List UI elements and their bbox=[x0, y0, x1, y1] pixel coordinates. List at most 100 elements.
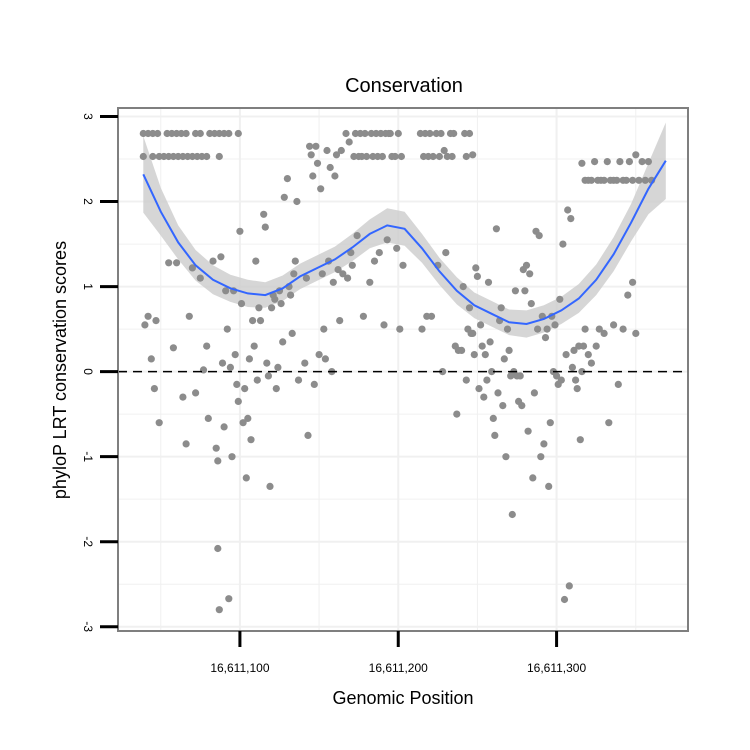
data-point bbox=[212, 444, 220, 452]
data-point bbox=[209, 257, 217, 265]
data-point bbox=[277, 300, 285, 308]
data-point bbox=[233, 380, 241, 388]
data-point bbox=[345, 138, 353, 146]
data-point bbox=[488, 368, 496, 376]
data-point bbox=[469, 329, 477, 337]
data-point bbox=[465, 129, 474, 138]
data-point bbox=[565, 582, 573, 590]
data-point bbox=[527, 300, 535, 308]
data-point bbox=[477, 321, 485, 329]
x-tick-label: 16,611,100 bbox=[210, 661, 269, 675]
y-tick-label: 2 bbox=[81, 198, 95, 205]
data-point bbox=[475, 385, 483, 393]
data-point bbox=[214, 457, 222, 465]
data-point bbox=[255, 304, 263, 312]
data-point bbox=[530, 389, 539, 397]
data-point bbox=[306, 142, 314, 150]
data-point bbox=[564, 206, 572, 214]
data-point bbox=[526, 270, 534, 278]
y-tick-label: -2 bbox=[81, 536, 95, 547]
data-point bbox=[237, 300, 246, 308]
data-point bbox=[629, 176, 637, 184]
data-point bbox=[188, 264, 196, 272]
data-point bbox=[469, 151, 477, 159]
data-point bbox=[228, 453, 236, 461]
data-point bbox=[256, 317, 265, 325]
x-tick-label: 16,611,300 bbox=[527, 661, 586, 675]
data-point bbox=[196, 129, 204, 138]
data-point bbox=[448, 152, 456, 161]
data-point bbox=[603, 158, 611, 166]
data-point bbox=[638, 158, 646, 166]
data-point bbox=[427, 312, 436, 320]
data-point bbox=[215, 606, 223, 614]
data-point bbox=[241, 385, 249, 393]
data-point bbox=[503, 325, 512, 333]
data-point bbox=[605, 419, 613, 427]
data-point bbox=[182, 129, 190, 138]
data-point bbox=[239, 419, 247, 427]
data-point bbox=[252, 257, 260, 265]
data-point bbox=[644, 158, 653, 166]
data-point bbox=[394, 129, 402, 138]
data-point bbox=[223, 325, 231, 333]
data-point bbox=[578, 159, 586, 167]
smooth-line-layer bbox=[142, 160, 667, 326]
data-point bbox=[294, 376, 303, 384]
data-point bbox=[302, 274, 310, 282]
data-point bbox=[480, 393, 488, 401]
data-point bbox=[179, 393, 187, 401]
data-point bbox=[576, 436, 584, 444]
data-point bbox=[272, 385, 280, 393]
data-point bbox=[442, 249, 450, 257]
data-point bbox=[556, 295, 564, 303]
data-point bbox=[537, 453, 545, 461]
data-point bbox=[301, 359, 309, 367]
data-point bbox=[332, 151, 341, 159]
data-point bbox=[578, 368, 586, 376]
data-point bbox=[426, 129, 434, 138]
data-point bbox=[540, 440, 548, 448]
data-point bbox=[551, 321, 559, 329]
data-point bbox=[560, 595, 569, 604]
data-point bbox=[326, 163, 334, 172]
data-point bbox=[344, 274, 352, 282]
data-point bbox=[244, 414, 252, 422]
data-point bbox=[600, 176, 608, 184]
data-point bbox=[225, 595, 233, 603]
data-point bbox=[337, 146, 345, 155]
data-point bbox=[290, 270, 298, 278]
data-point bbox=[492, 225, 500, 233]
data-point bbox=[250, 342, 258, 350]
data-point bbox=[320, 325, 328, 333]
data-point bbox=[139, 152, 147, 161]
data-point bbox=[263, 359, 271, 367]
data-point bbox=[141, 321, 149, 329]
data-point bbox=[491, 431, 499, 439]
data-point bbox=[587, 176, 596, 184]
data-point bbox=[465, 304, 474, 312]
data-point bbox=[584, 351, 592, 359]
data-point bbox=[283, 175, 291, 183]
data-point bbox=[481, 351, 489, 359]
data-point bbox=[635, 176, 643, 184]
data-point bbox=[553, 372, 561, 380]
data-point bbox=[632, 151, 640, 159]
data-point bbox=[541, 334, 550, 342]
data-point bbox=[321, 355, 329, 363]
data-point bbox=[312, 142, 320, 150]
data-point bbox=[253, 376, 261, 384]
data-point bbox=[440, 146, 448, 155]
data-point bbox=[378, 152, 386, 161]
data-point bbox=[632, 329, 640, 337]
data-point bbox=[268, 304, 276, 312]
data-point bbox=[516, 372, 524, 380]
data-point bbox=[486, 338, 494, 346]
data-point bbox=[397, 152, 405, 161]
data-point bbox=[144, 312, 152, 320]
data-point bbox=[318, 270, 326, 278]
y-axis-ticks: -3 -2 -1 0 1 2 3 bbox=[81, 113, 118, 632]
data-point bbox=[260, 210, 268, 218]
data-point bbox=[271, 295, 279, 303]
